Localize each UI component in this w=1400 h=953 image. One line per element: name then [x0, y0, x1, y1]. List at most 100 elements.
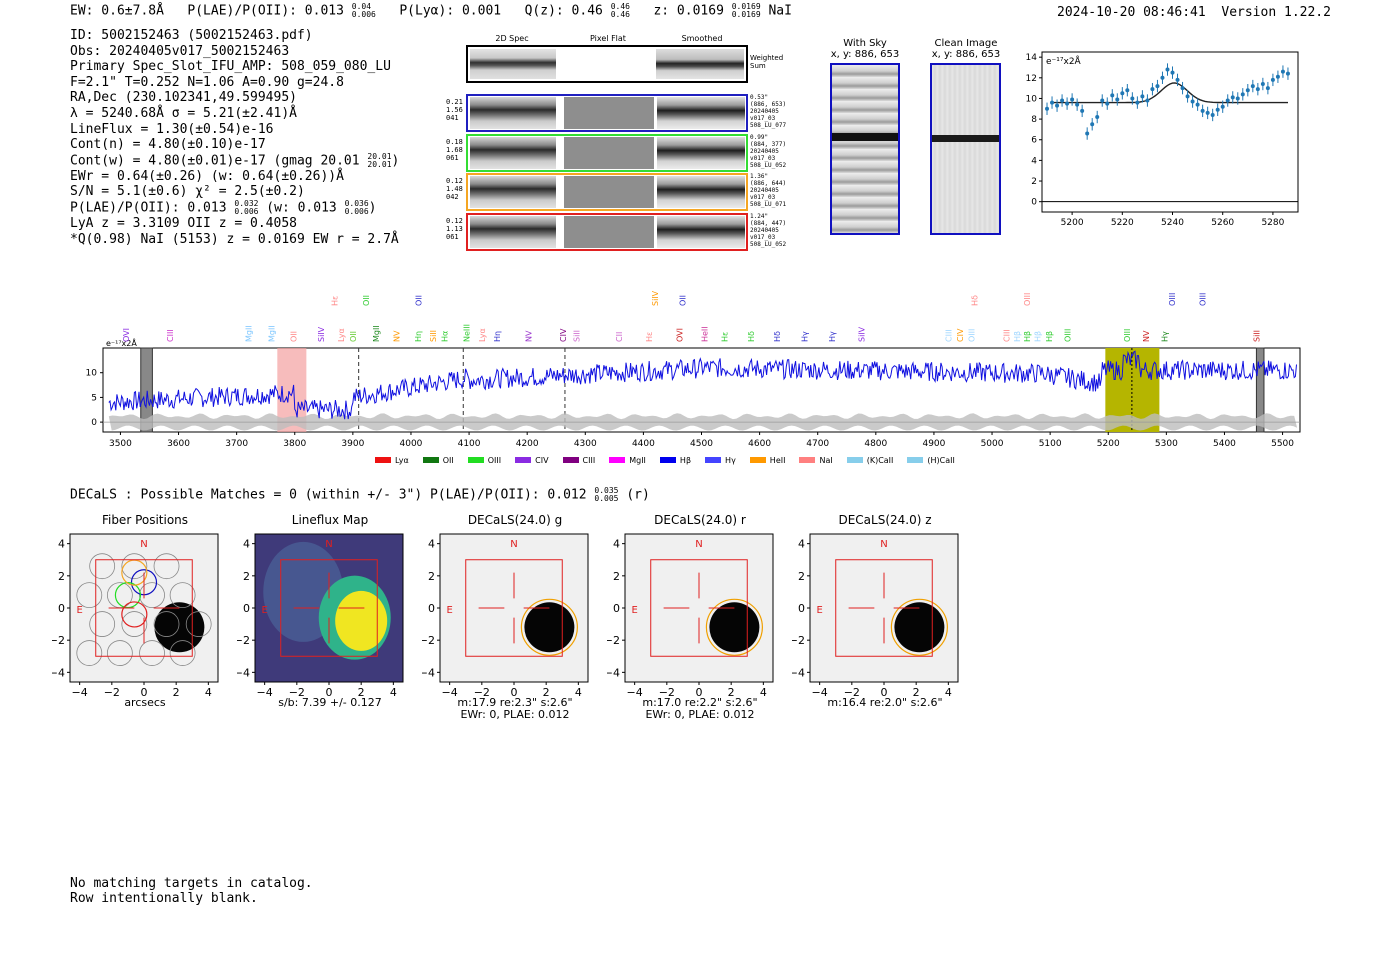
panel-caption-line: EWr: 0, PLAE: 0.012 — [645, 708, 755, 721]
spectral-line-label: CIII — [1003, 329, 1012, 342]
zoom-data-point — [1165, 67, 1170, 72]
info-obs: Obs: 20240405v017_5002152463 — [70, 43, 290, 59]
zoom-data-point — [1060, 98, 1065, 103]
info-lya: LyA z = 3.3109 OII z = 0.4058 — [70, 216, 297, 232]
info-plae-b: (w: 0.013 — [266, 200, 337, 216]
spectral-line-label: Hδ — [773, 331, 782, 342]
panel-caption: m:16.4 re:2.0" s:2.6" — [810, 697, 960, 709]
zoom-data-point — [1070, 97, 1075, 102]
cutout-row — [466, 212, 748, 251]
spectral-line-label: OVI — [675, 328, 684, 342]
panel-background — [809, 533, 959, 683]
panel-xtick-label: 4 — [390, 686, 397, 699]
spectrum-region-grey — [1255, 347, 1265, 433]
panel-xtick-label: 4 — [575, 686, 582, 699]
search-box — [650, 559, 748, 657]
info-id: ID: 5002152463 (5002152463.pdf) — [70, 28, 313, 43]
cutout-row-stats: 0.12 1.13 061 — [446, 217, 466, 241]
zoom-data-point — [1080, 108, 1085, 113]
fiber-circle — [153, 553, 180, 580]
panel-xtick-label: −4 — [72, 686, 88, 699]
panel-background — [624, 533, 774, 683]
panel-xtick-label: −4 — [812, 686, 828, 699]
spectral-line-label: OIII — [1064, 329, 1073, 342]
panel-caption: m:17.0 re:2.2" s:2.6" EWr: 0, PLAE: 0.012 — [625, 697, 775, 721]
zoom-data-point — [1250, 84, 1255, 89]
zoom-data-point — [1075, 102, 1080, 107]
spectral-line-label: CIII — [944, 329, 953, 342]
aperture-ellipse — [520, 598, 578, 656]
zoom-data-point — [1110, 93, 1115, 98]
panel-xtick-label: 2 — [543, 686, 550, 699]
spectrum-xtick-label: 4800 — [864, 439, 887, 449]
spectrum-xtick-label: 4600 — [748, 439, 771, 449]
zoom-data-point — [1270, 77, 1275, 82]
source-blob — [524, 602, 575, 653]
panel-xtick-label: 0 — [141, 686, 148, 699]
spectral-line-label: SiII — [429, 330, 438, 342]
cutout-2d-image — [470, 136, 556, 169]
footer-notes: No matching targets in catalog. Row inte… — [70, 876, 313, 906]
info-contw-lo: 20.01 — [367, 159, 392, 169]
spectral-line-label: SiIV — [651, 290, 660, 306]
cutout-flat-image — [564, 97, 654, 129]
spectrum-xtick-label: 3500 — [109, 439, 132, 449]
spectrum-xtick-label: 4100 — [458, 439, 481, 449]
cutout-meta: 20240405 — [750, 226, 779, 234]
cutout-meta: 0.99" — [750, 133, 769, 141]
panel-ytick-label: 0 — [428, 602, 435, 615]
panel-ytick-label: 4 — [613, 538, 620, 551]
spectrum-xtick-label: 4200 — [516, 439, 539, 449]
spectral-line-label: OII — [362, 295, 371, 306]
panel-ytick-label: −2 — [52, 634, 65, 647]
panel-caption-line: arcsecs — [124, 696, 166, 709]
zoom-data-point — [1090, 122, 1095, 127]
header-plae-hi: 0.04 — [351, 2, 372, 11]
spectral-line-label: NV — [392, 330, 401, 342]
cutout-meta: 508_LU_077 — [750, 122, 787, 129]
panel-ytick-label: −4 — [52, 666, 65, 679]
zoom-data-point — [1240, 92, 1245, 97]
decals-summary-text: DECaLS : Possible Matches = 0 (within +/… — [70, 487, 587, 503]
zoom-data-point — [1150, 87, 1155, 92]
fiber-circle — [169, 640, 196, 666]
search-box — [280, 559, 378, 657]
panel-xtick-label: 4 — [760, 686, 767, 699]
panel-title: DECaLS(24.0) r — [654, 513, 746, 527]
spectrum-xtick-label: 5500 — [1271, 439, 1294, 449]
panel-xtick-label: −2 — [289, 686, 305, 699]
cutout-row-meta: 0.53" (886, 653) 20240405 v017_03 508_LU_077 — [750, 94, 796, 129]
spectral-line-label: OII — [349, 331, 358, 342]
cutout-meta: 1.24" — [750, 212, 769, 220]
cutout-meta: (886, 653) — [750, 101, 787, 108]
north-label: N — [695, 539, 702, 550]
spectral-line-label: MgII — [244, 325, 253, 342]
imaging-panel: N E 4 −4 2 −2 0 0 −2 2 −4 4 — [52, 533, 219, 699]
cutout-meta: v017_03 — [750, 115, 776, 122]
spectral-line-label: Lyα — [478, 328, 487, 342]
with-sky-image — [830, 63, 900, 235]
spectrum-region-grey — [140, 347, 153, 433]
cutout-stat: 042 — [446, 193, 459, 201]
spectral-line-label: Hβ — [1013, 331, 1022, 342]
legend-item: CIV — [515, 456, 549, 465]
zoom-ylabel: e⁻¹⁷x2Å — [1046, 55, 1082, 67]
panel-ytick-label: 2 — [798, 570, 805, 583]
spectral-line-label: SiII — [1252, 330, 1261, 342]
legend-label: (H)CaII — [927, 455, 955, 465]
panel-ytick-label: −4 — [792, 666, 805, 679]
zoom-xtick-label: 5280 — [1261, 218, 1284, 228]
panel-xtick-label: −4 — [257, 686, 273, 699]
panel-background — [439, 533, 589, 683]
legend-item: Hγ — [705, 456, 736, 465]
spectral-line-label: SiII — [573, 330, 582, 342]
cutout-stat: 061 — [446, 153, 459, 162]
cutout-meta: 508_LU_071 — [750, 201, 787, 208]
cutout-stat: 1.13 — [446, 224, 463, 233]
cutout-row-stats: 0.21 1.56 041 — [446, 98, 466, 122]
col-title-2d: 2D Spec — [495, 34, 529, 43]
panel-xtick-label: 0 — [511, 686, 518, 699]
cutout-stat: 0.21 — [446, 98, 463, 106]
spectral-line-label: MgII — [372, 325, 381, 342]
spectral-line-label: HeII — [700, 326, 709, 342]
